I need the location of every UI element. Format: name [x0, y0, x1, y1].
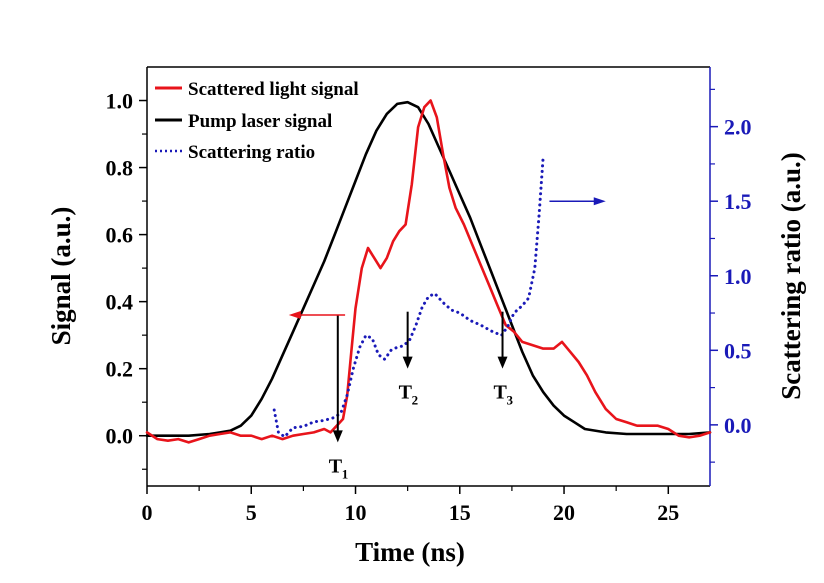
- x-tick-label: 5: [246, 500, 257, 525]
- y2-tick-label: 1.0: [724, 264, 752, 289]
- marker-label-subscript: 3: [507, 393, 514, 408]
- y-axis-title: Signal (a.u.): [46, 207, 76, 346]
- axis-indicator-arrowhead-right: [593, 197, 606, 206]
- marker-arrowhead: [332, 430, 343, 443]
- axis-indicator-arrowhead-left: [288, 311, 301, 320]
- marker-label-subscript: 2: [412, 393, 419, 408]
- x-tick-label: 0: [142, 500, 153, 525]
- y2-tick-label: 1.5: [724, 189, 752, 214]
- y-tick-label: 0.4: [106, 290, 134, 315]
- legend-label-pump: Pump laser signal: [188, 111, 332, 132]
- y2-axis-title: Scattering ratio (a.u.): [776, 152, 806, 399]
- x-axis-title: Time (ns): [355, 537, 465, 567]
- marker-label: T: [329, 455, 343, 477]
- y2-tick-label: 2.0: [724, 115, 752, 140]
- y2-tick-label: 0.0: [724, 413, 752, 438]
- x-tick-label: 25: [657, 500, 679, 525]
- legend-label-ratio: Scattering ratio: [188, 142, 315, 163]
- x-tick-label: 15: [449, 500, 471, 525]
- y-tick-label: 1.0: [106, 89, 134, 114]
- marker-arrowhead: [497, 356, 508, 369]
- annotations: T 1T 2 T 3: [288, 197, 606, 481]
- x-tick-label: 10: [345, 500, 367, 525]
- series-line-pump: [145, 100, 712, 438]
- x-tick-label: 20: [553, 500, 575, 525]
- series-line-scattered: [145, 99, 712, 444]
- marker-arrowhead: [402, 356, 413, 369]
- series-group: [145, 99, 712, 444]
- y-tick-label: 0.8: [106, 156, 134, 181]
- axes: 0 5 10 15 20 25 0.0 0.2 0.4 0.6 0.8 1.0 0.0 0.5 1.0 1.5…: [106, 66, 752, 525]
- y-tick-label: 0.2: [106, 357, 134, 382]
- marker-label: T: [399, 382, 413, 404]
- legend-label-scattered: Scattered light signal: [188, 79, 359, 100]
- marker-label: T: [494, 382, 508, 404]
- y2-tick-label: 0.5: [724, 338, 752, 363]
- y-tick-label: 0.6: [106, 223, 134, 248]
- y-tick-label: 0.0: [106, 424, 134, 449]
- legend: Scattered light signal Pump laser signal…: [155, 79, 359, 163]
- series-line-ratio: [272, 155, 545, 439]
- marker-label-subscript: 1: [342, 466, 349, 481]
